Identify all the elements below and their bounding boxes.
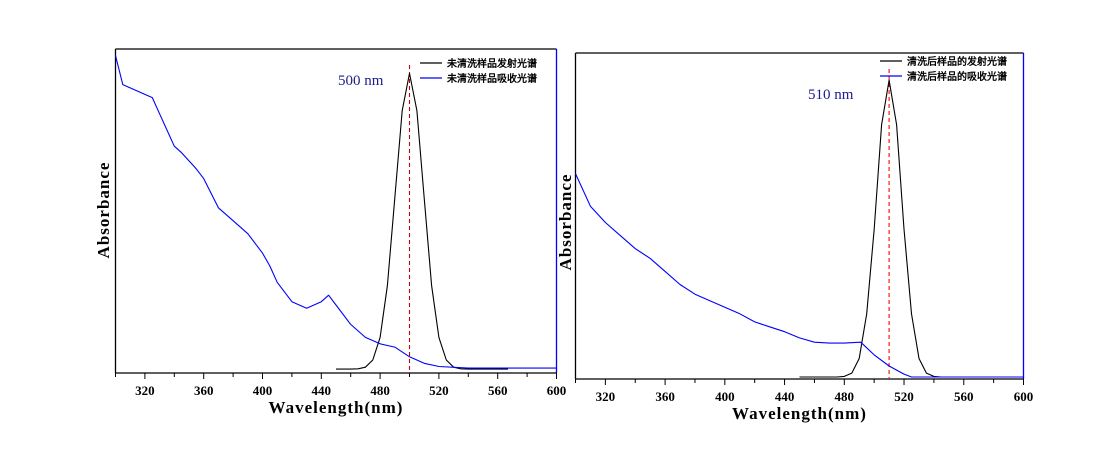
peak-annotation: 510 nm [808,87,854,103]
absorption-spectrum-line [574,173,1024,378]
x-tick-label: 320 [596,389,616,404]
x-tick-label: 480 [370,383,390,398]
chart-panel-1: 320 360 400 440 480 520 560 600 Wavelength(nm) Ab… [94,48,567,417]
x-tick-label: 520 [894,389,914,404]
x-tick-label: 440 [312,383,332,398]
x-tick-label: 440 [775,389,795,404]
legend-label-absorption: 清洗后样品的吸收光谱 [907,70,1007,83]
x-tick-label: 400 [253,383,273,398]
y-axis-title: Absorbance [94,162,113,259]
x-tick-label: 520 [429,383,449,398]
emission-spectrum-line [799,79,1024,378]
x-axis-title: Wavelength(nm) [269,398,404,417]
emission-spectrum-line [336,72,508,370]
x-axis-title: Wavelength(nm) [732,404,867,423]
x-tick-label: 560 [954,389,974,404]
legend-label-emission: 未清洗样品发射光谱 [446,57,537,70]
x-tick-label: 600 [547,383,567,398]
y-axis-title: Absorbance [556,174,575,271]
legend-label-emission: 清洗后样品的发射光谱 [907,55,1007,68]
absorption-spectrum-line [114,55,557,369]
x-tick-label: 400 [715,389,735,404]
chart-panel-2: 320 360 400 440 480 520 560 600 Wavelength(nm) Ab… [556,52,1034,423]
x-tick-label: 480 [835,389,855,404]
legend-label-absorption: 未清洗样品吸收光谱 [446,72,537,85]
x-tick-label: 360 [655,389,675,404]
x-tick-label: 560 [488,383,508,398]
peak-annotation: 500 nm [338,73,384,89]
x-tick-label: 360 [194,383,214,398]
x-tick-label: 320 [135,383,155,398]
x-tick-label: 600 [1014,389,1034,404]
